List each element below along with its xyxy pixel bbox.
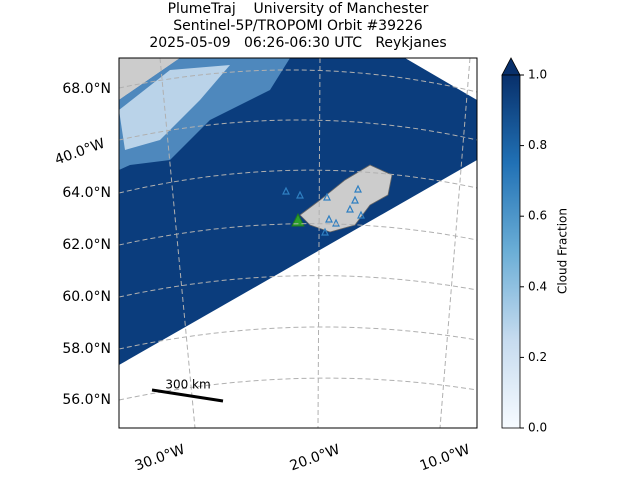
colorbar-tick-label: 1.0 xyxy=(528,68,547,82)
lat-label: 62.0°N xyxy=(62,237,111,253)
colorbar: Cloud Fraction 0.0 0.2 0.4 0.6 0.8 1.0 xyxy=(501,57,570,435)
clouds xyxy=(119,65,230,150)
colorbar-label: Cloud Fraction xyxy=(556,208,570,294)
lat-labels: 68.0°N 64.0°N 62.0°N 60.0°N 58.0°N 56.0°N xyxy=(62,81,111,408)
map-frame xyxy=(118,57,478,429)
colorbar-tick-label: 0.8 xyxy=(528,138,547,152)
lon-label: 40.0°W xyxy=(53,136,107,169)
title-line: Sentinel-5P/TROPOMI Orbit #39226 xyxy=(173,18,423,34)
colorbar-tick-label: 0.4 xyxy=(528,279,547,293)
title-line: PlumeTraj University of Manchester xyxy=(168,1,429,17)
lon-label: 30.0°W xyxy=(133,442,187,475)
lat-label: 68.0°N xyxy=(62,81,111,97)
lon-label: 20.0°W xyxy=(288,442,342,475)
lon-label: 10.0°W xyxy=(418,442,472,475)
lat-label: 60.0°N xyxy=(62,289,111,305)
title: PlumeTraj University of Manchester Senti… xyxy=(149,1,446,51)
swath xyxy=(119,58,477,365)
lat-label: 64.0°N xyxy=(62,185,111,201)
colorbar-tick-label: 0.0 xyxy=(528,421,547,435)
graticule xyxy=(119,58,477,428)
iceland xyxy=(299,164,393,233)
map: 300 km xyxy=(119,58,477,428)
scale-bar xyxy=(151,388,224,403)
target-volcano xyxy=(291,212,305,227)
scale-bar-label: 300 km xyxy=(165,378,210,392)
lat-label: 58.0°N xyxy=(62,341,111,357)
colorbar-tick-label: 0.2 xyxy=(528,350,547,364)
lat-label: 56.0°N xyxy=(62,392,111,408)
volcano-markers xyxy=(282,184,365,236)
colorbar-tick-label: 0.6 xyxy=(528,209,547,223)
title-line: 2025-05-09 06:26-06:30 UTC Reykjanes xyxy=(149,35,446,51)
